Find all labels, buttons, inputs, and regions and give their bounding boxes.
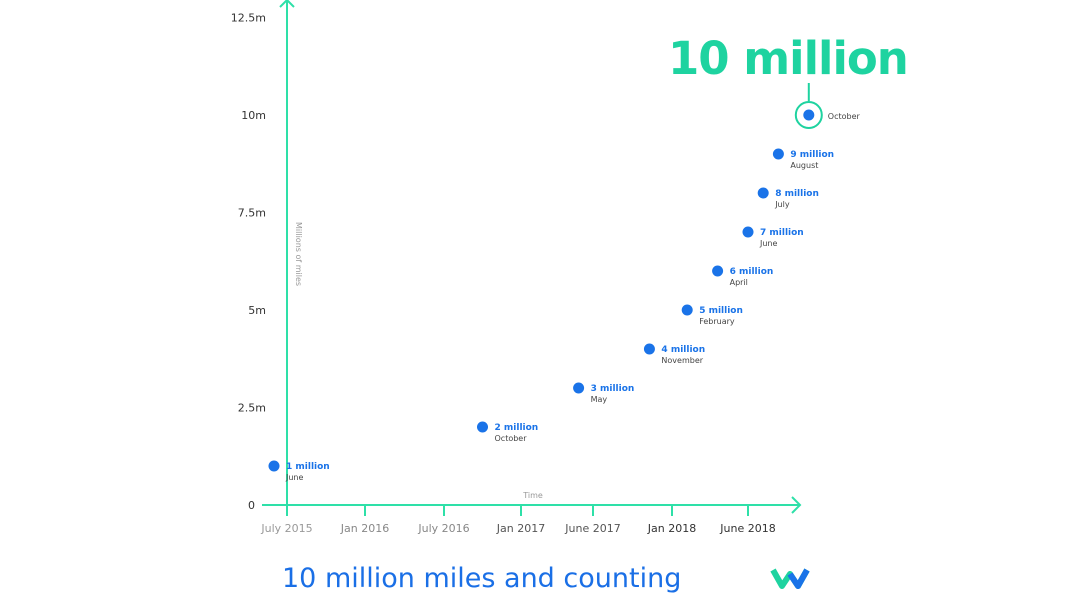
data-month: May [591, 395, 608, 404]
data-month: July [774, 200, 790, 209]
y-tick-label: 5m [248, 304, 266, 317]
x-tick-label: July 2015 [260, 522, 312, 535]
y-axis-arrow [279, 0, 295, 8]
highlight-ring [794, 101, 823, 129]
x-tick-label: June 2018 [719, 522, 775, 535]
data-label: 3 million [591, 384, 635, 394]
data-point [757, 187, 769, 199]
data-month: June [285, 473, 304, 482]
data-point [681, 304, 693, 316]
data-point [643, 343, 655, 355]
x-axis-arrow [791, 496, 802, 514]
data-label: 2 million [495, 423, 539, 433]
data-point [712, 265, 724, 277]
data-month: April [730, 278, 748, 287]
data-label: 7 million [760, 228, 804, 238]
x-tick-label: Jan 2016 [340, 522, 389, 535]
data-label: 4 million [661, 345, 705, 355]
data-point [268, 460, 280, 472]
data-month: November [661, 356, 703, 365]
y-tick-label: 0 [248, 499, 255, 512]
y-tick-label: 2.5m [238, 402, 266, 415]
data-point [742, 226, 754, 238]
x-tick-label: Jan 2018 [647, 522, 696, 535]
data-month: October [495, 434, 528, 443]
data-label: 9 million [790, 150, 834, 160]
data-point [772, 148, 784, 160]
data-month: June [759, 239, 778, 248]
data-label: 1 million [286, 462, 330, 472]
y-axis-label: Millions of miles [294, 222, 303, 286]
waymo-logo [770, 568, 810, 589]
data-label: 5 million [699, 306, 743, 316]
x-tick-label: Jan 2017 [496, 522, 545, 535]
data-month: October [828, 112, 861, 121]
data-label: 6 million [730, 267, 774, 277]
y-tick-label: 12.5m [231, 12, 266, 25]
x-tick-label: July 2016 [417, 522, 469, 535]
x-tick-label: June 2017 [564, 522, 620, 535]
y-tick-label: 10m [241, 109, 266, 122]
chart-title: 10 million miles and counting [282, 563, 682, 594]
x-axis-label: Time [522, 491, 543, 500]
data-point [803, 109, 815, 121]
data-month: August [790, 161, 818, 170]
y-tick-label: 7.5m [238, 207, 266, 220]
data-point [573, 382, 585, 394]
data-label: 8 million [775, 189, 819, 199]
data-point [477, 421, 488, 433]
highlight-label: 10 million [668, 32, 909, 85]
data-month: February [699, 317, 735, 326]
